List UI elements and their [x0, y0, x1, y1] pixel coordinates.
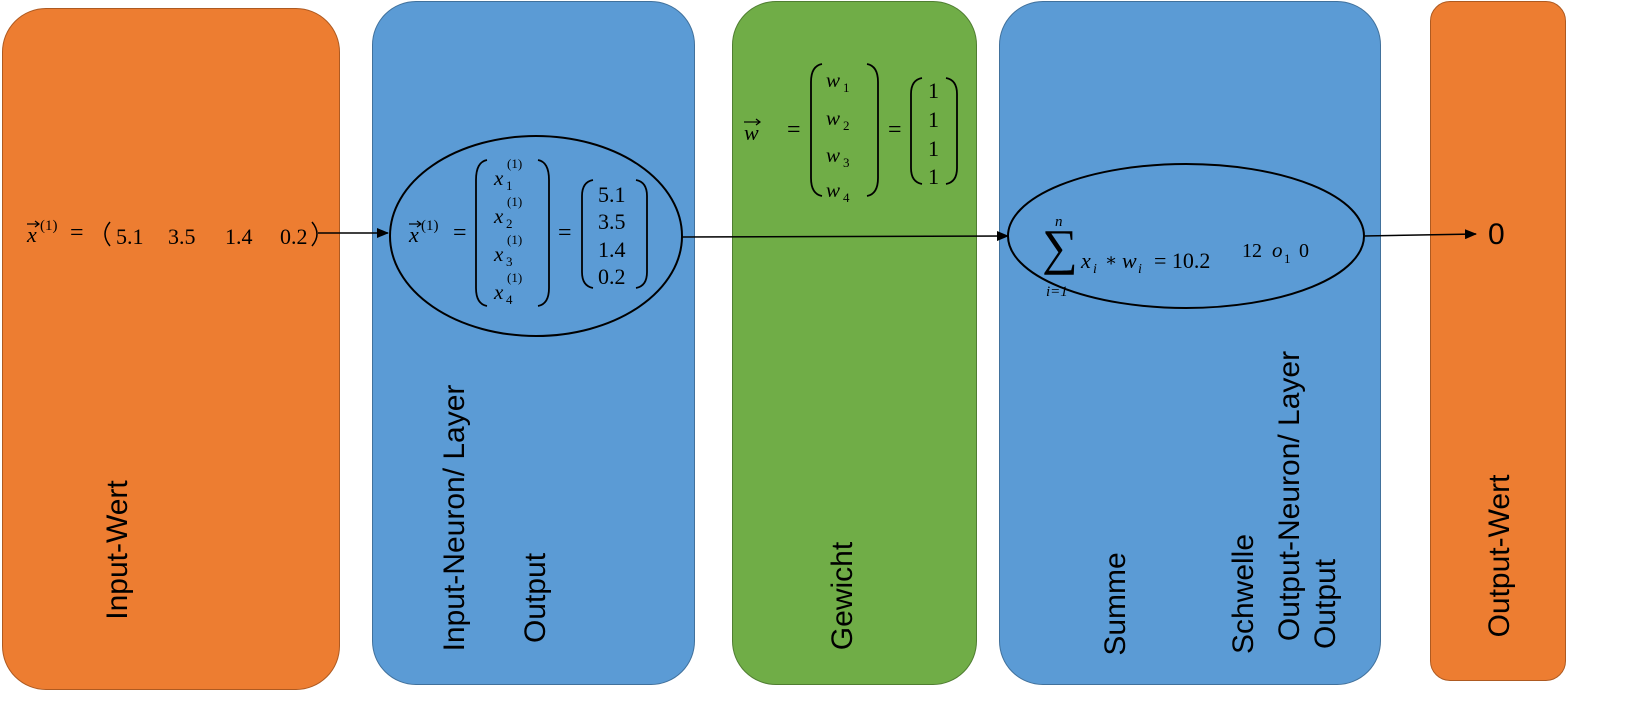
neuron-component-4-sup: (1) [507, 270, 523, 285]
sum-term-sub: i [1093, 262, 1097, 277]
weight-component-1: w [826, 68, 841, 92]
neuron-component-2: x [494, 204, 504, 228]
neuron-component-2-sup: (1) [507, 194, 523, 209]
input-vector-symbol: x [27, 222, 37, 247]
input-neuron-ellipse [389, 135, 683, 337]
output-symbol: o [1272, 238, 1283, 262]
neuron-component-3-sub: 3 [506, 254, 513, 269]
sum-result: = 10.2 [1154, 248, 1211, 273]
neuron-vector-superscript: (1) [421, 218, 439, 234]
weight-component-2: w [826, 106, 841, 130]
weight-value-3: 1 [928, 136, 939, 161]
input-vector-superscript: (1) [40, 218, 58, 234]
weight-component-3: w [826, 143, 841, 167]
sum-term2-sub: i [1138, 262, 1142, 277]
weight-value-2: 1 [928, 107, 939, 132]
weight-vector-equals: = [787, 117, 801, 143]
neuron-component-2-sub: 2 [506, 216, 513, 231]
sum-label: Summe [1099, 552, 1132, 656]
neuron-components-left-bracket [475, 159, 488, 307]
output-neuron-label: Output-Neuron/ Layer [1273, 350, 1306, 642]
weight-value-1: 1 [928, 78, 939, 103]
neuron-values-left-bracket [581, 179, 594, 289]
neuron-vector-equals: = [453, 220, 467, 246]
weight-value-4: 1 [928, 164, 939, 189]
weight-component-4: w [826, 178, 841, 202]
weight-component-4-sub: 4 [843, 190, 850, 205]
arrow-neuron-to-sum [681, 231, 1009, 242]
weight-components-right-bracket [866, 63, 879, 197]
neuron-values-equals: = [558, 220, 572, 246]
weight-components-left-bracket [810, 63, 823, 197]
input-value-panel [2, 8, 340, 690]
neuron-vector-symbol: x [409, 222, 419, 247]
neuron-component-1-sup: (1) [507, 156, 523, 171]
input-value-1: 5.1 [116, 224, 144, 249]
output-value-panel [1430, 1, 1566, 681]
weight-component-3-sub: 3 [843, 155, 850, 170]
input-neuron-label: Input-Neuron/ Layer [438, 384, 471, 652]
neuron-component-4: x [494, 280, 504, 304]
neuron-value-2: 3.5 [598, 209, 626, 234]
weight-label: Gewicht [826, 541, 859, 651]
neuron-components-right-bracket [537, 159, 550, 307]
output-neuron-output-label: Output [1309, 558, 1342, 650]
threshold-label: Schwelle [1227, 533, 1260, 655]
sum-times: ∗ [1105, 250, 1118, 270]
weight-panel [732, 1, 977, 685]
neuron-value-1: 5.1 [598, 182, 626, 207]
neuron-value-3: 1.4 [598, 237, 626, 262]
neuron-component-1: x [494, 166, 504, 190]
weight-vector-symbol: w [744, 120, 759, 145]
weight-values-right-bracket [945, 77, 958, 185]
input-neuron-output-label: Output [519, 552, 552, 644]
neuron-values-right-bracket [635, 179, 648, 289]
output-value-label: Output-Wert [1483, 474, 1516, 638]
arrow-sum-to-output [1363, 229, 1477, 240]
sum-upper-limit: n [1055, 214, 1063, 230]
input-value-2: 3.5 [168, 224, 196, 249]
input-value-label: Input-Wert [101, 480, 134, 620]
weight-values-equals: = [888, 117, 902, 143]
input-value-4: 0.2 [280, 224, 308, 249]
output-symbol-sub: 1 [1284, 251, 1291, 266]
weight-component-2-sub: 2 [843, 118, 850, 133]
neuron-component-3: x [494, 242, 504, 266]
neuron-component-3-sup: (1) [507, 232, 523, 247]
neuron-value-4: 0.2 [598, 264, 626, 289]
input-vector-right-paren [311, 221, 318, 247]
output-symbol-value: 0 [1299, 240, 1309, 262]
output-value: 0 [1488, 218, 1505, 251]
neuron-component-1-sub: 1 [506, 178, 513, 193]
input-vector-left-paren [104, 221, 111, 247]
input-value-3: 1.4 [225, 224, 253, 249]
sum-term: x [1081, 248, 1091, 273]
threshold-value: 12 [1242, 240, 1262, 262]
input-neuron-panel [372, 1, 695, 685]
input-vector-equals: = [70, 220, 84, 246]
output-neuron-panel [999, 1, 1381, 685]
sum-lower-limit: i=1 [1046, 284, 1068, 300]
weight-values-left-bracket [910, 77, 923, 185]
sum-term2: w [1122, 248, 1137, 273]
weight-component-1-sub: 1 [843, 80, 850, 95]
sum-sigma-icon: ∑ [1042, 219, 1078, 275]
neuron-component-4-sub: 4 [506, 292, 513, 307]
